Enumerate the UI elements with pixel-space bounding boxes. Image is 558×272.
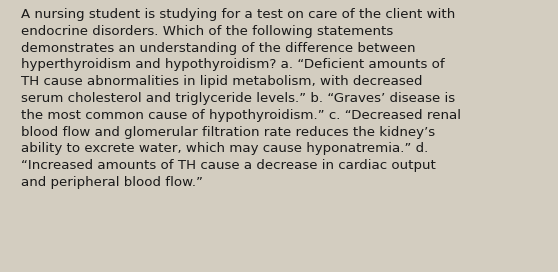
Text: A nursing student is studying for a test on care of the client with
endocrine di: A nursing student is studying for a test… <box>21 8 461 189</box>
